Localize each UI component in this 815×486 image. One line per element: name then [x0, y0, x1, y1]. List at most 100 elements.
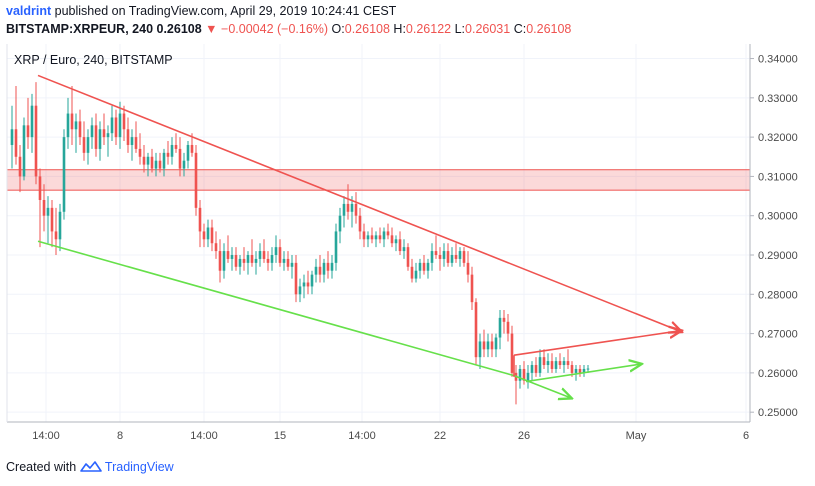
candle-body-up [58, 211, 62, 240]
publish-line: valdrint published on TradingView.com, A… [6, 4, 396, 18]
candle-body-down [354, 203, 358, 216]
candle-body-down [558, 361, 562, 366]
candle-body-down [14, 129, 18, 157]
candle-body-up [310, 274, 314, 287]
high-label: H: [393, 22, 406, 36]
candle-body-down [102, 129, 106, 138]
y-tick-label: 0.30000 [758, 211, 798, 223]
candle-body-up [586, 368, 590, 370]
candle-body-down [178, 148, 182, 169]
candle-body-up [274, 247, 278, 256]
candle-body-up [538, 357, 542, 373]
candle-body-up [146, 156, 150, 165]
open-label: O: [331, 22, 345, 36]
tradingview-brand[interactable]: TradingView [104, 460, 174, 474]
last-price: 0.26108 [156, 22, 202, 36]
candle-body-down [26, 125, 30, 138]
candle-body-up [270, 255, 274, 263]
candle-body-up [106, 133, 110, 138]
candle-body-down [482, 341, 486, 350]
candle-body-down [286, 258, 290, 267]
low-value: 0.26031 [465, 22, 511, 36]
price-change: −0.00042 (−0.16%) [221, 22, 329, 36]
x-tick-label: 14:00 [348, 430, 376, 442]
candle-body-up [394, 239, 398, 244]
x-tick-label: May [626, 430, 647, 442]
candle-body-up [170, 144, 174, 157]
chart-canvas[interactable]: 0.34000 0.33000 0.32000 0.31000 0.30000 0.290… [0, 44, 815, 456]
x-tick-label: 22 [434, 430, 446, 442]
high-value: 0.26122 [405, 22, 452, 36]
y-tick-label: 0.33000 [758, 93, 798, 105]
candle-body-down [190, 144, 194, 153]
candle-body-down [454, 255, 458, 259]
candle-body-up [330, 262, 334, 271]
candle-body-up [86, 137, 90, 153]
candle-body-down [510, 333, 514, 373]
candle-body-up [494, 337, 498, 350]
candle-body-down [306, 282, 310, 287]
candle-body-up [374, 235, 378, 240]
x-tick-label: 14:00 [32, 430, 60, 442]
candle-body-up [486, 341, 490, 350]
candle-body-down [550, 361, 554, 369]
x-tick-label: 8 [117, 430, 123, 442]
candle-body-down [82, 137, 86, 153]
candle-body-down [542, 357, 546, 366]
candle-body-up [450, 255, 454, 263]
y-tick-label: 0.29000 [758, 250, 798, 262]
candle-body-up [334, 231, 338, 263]
x-tick-label: 26 [518, 430, 530, 442]
price-chart[interactable]: 0.34000 0.33000 0.32000 0.31000 0.30000 0.290… [0, 44, 815, 456]
candle-body-down [38, 176, 42, 200]
symbol-line: BITSTAMP:XRPEUR, 240 0.26108 ▼ −0.00042 … [6, 22, 571, 36]
candle-body-up [322, 262, 326, 275]
candle-body-up [414, 270, 418, 279]
y-tick-label: 0.28000 [758, 289, 798, 301]
candle-body-up [22, 125, 26, 177]
candle-body-down [142, 156, 146, 165]
candle-body-down [194, 152, 198, 208]
candle-body-up [582, 368, 586, 373]
candle-body-up [130, 137, 134, 145]
candle-body-down [378, 235, 382, 240]
candle-body-down [114, 117, 118, 138]
candle-body-down [294, 262, 298, 295]
symbol-label: BITSTAMP:XRPEUR, 240 [6, 22, 154, 36]
candle-body-up [30, 105, 34, 138]
author-link[interactable]: valdrint [6, 4, 52, 18]
candle-body-up [478, 341, 482, 358]
candle-body-up [282, 258, 286, 263]
candle-body-up [418, 262, 422, 271]
y-tick-label: 0.27000 [758, 329, 798, 341]
candle-body-up [426, 262, 430, 271]
candle-body-down [42, 199, 46, 216]
candle-body-up [110, 117, 114, 134]
y-tick-label: 0.32000 [758, 132, 798, 144]
candle-body-down [226, 251, 230, 259]
candle-body-up [98, 129, 102, 149]
created-with-text: Created with [6, 460, 77, 474]
candle-body-up [498, 317, 502, 338]
candle-body-up [314, 266, 318, 275]
candle-body-down [150, 156, 154, 169]
x-tick-label: 14:00 [190, 430, 218, 442]
candle-body-up [230, 255, 234, 259]
trend-line [513, 374, 572, 399]
candle-body-up [442, 251, 446, 259]
y-tick-label: 0.34000 [758, 54, 798, 66]
candle-body-up [298, 286, 302, 295]
y-tick-label: 0.31000 [758, 171, 798, 183]
candle-body-down [210, 227, 214, 244]
close-value: 0.26108 [526, 22, 572, 36]
candle-body-down [242, 258, 246, 263]
candle-body-down [566, 361, 570, 366]
footer: Created with TradingView [6, 460, 174, 474]
candle-body-up [290, 262, 294, 267]
candle-body-down [198, 207, 202, 232]
candle-body-down [406, 247, 410, 267]
candle-body-up [90, 125, 94, 138]
candle-body-up [10, 129, 14, 145]
candle-body-up [562, 361, 566, 366]
candle-body-down [462, 251, 466, 263]
